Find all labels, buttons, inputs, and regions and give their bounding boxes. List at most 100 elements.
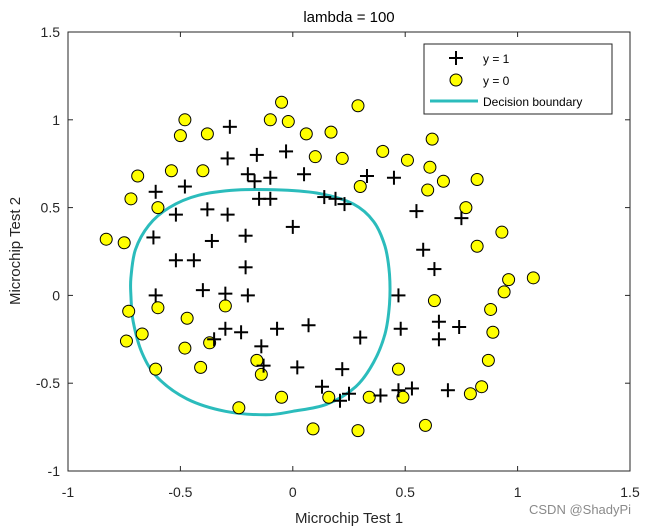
positive-point bbox=[238, 228, 253, 243]
negative-point bbox=[495, 225, 509, 239]
negative-point bbox=[436, 174, 450, 188]
positive-point bbox=[234, 325, 249, 340]
negative-point bbox=[335, 151, 349, 165]
negative-point bbox=[218, 299, 232, 313]
positive-point bbox=[247, 174, 262, 189]
negative-point bbox=[459, 201, 473, 215]
positive-point bbox=[359, 168, 374, 183]
positive-point bbox=[386, 170, 401, 185]
chart-title: lambda = 100 bbox=[303, 9, 394, 26]
negative-point bbox=[470, 239, 484, 253]
positive-point bbox=[353, 330, 368, 345]
x-tick-label: 0.5 bbox=[395, 484, 415, 500]
y-tick-label: -0.5 bbox=[36, 375, 60, 391]
positive-point bbox=[342, 386, 356, 401]
positive-point bbox=[409, 204, 424, 219]
positive-point bbox=[290, 360, 305, 375]
positive-point bbox=[220, 207, 235, 222]
positive-point bbox=[177, 179, 192, 194]
legend-label-negative: y = 0 bbox=[483, 74, 510, 88]
positive-point bbox=[238, 260, 253, 275]
positive-point bbox=[168, 207, 183, 222]
negative-point bbox=[351, 424, 365, 438]
negative-point bbox=[351, 99, 365, 113]
negative-point bbox=[308, 150, 322, 164]
positive-point bbox=[404, 381, 419, 396]
negative-point bbox=[194, 360, 208, 374]
negative-point bbox=[470, 173, 484, 187]
positive-point bbox=[249, 147, 264, 162]
negative-point bbox=[173, 129, 187, 143]
watermark: CSDN @ShadyPi bbox=[529, 502, 631, 517]
positive-point bbox=[168, 253, 183, 268]
positive-point bbox=[301, 318, 316, 333]
negative-point bbox=[423, 160, 437, 174]
legend: y = 1 y = 0 Decision boundary bbox=[423, 43, 613, 115]
negative-point bbox=[299, 127, 313, 141]
negative-point bbox=[119, 334, 133, 348]
x-axis-ticks: -1 -0.5 0 0.5 1 1.5 bbox=[62, 32, 640, 500]
y-tick-label: 1.5 bbox=[41, 24, 61, 40]
positive-point bbox=[186, 253, 201, 268]
y-tick-label: -1 bbox=[48, 463, 61, 479]
legend-plus-marker bbox=[449, 51, 463, 65]
negative-point bbox=[151, 201, 165, 215]
positive-point bbox=[254, 339, 269, 354]
x-axis-label: Microchip Test 1 bbox=[295, 510, 403, 527]
positive-point bbox=[204, 233, 219, 248]
negative-point bbox=[124, 192, 138, 206]
positive-point bbox=[333, 393, 348, 408]
positive-point bbox=[218, 286, 233, 301]
positive-point bbox=[263, 170, 278, 185]
x-tick-label: 1 bbox=[514, 484, 522, 500]
negative-point bbox=[180, 311, 194, 325]
negative-point bbox=[281, 115, 295, 129]
positive-point bbox=[452, 320, 467, 335]
positive-point bbox=[146, 230, 161, 245]
negative-point bbox=[275, 95, 289, 109]
negative-points-layer bbox=[99, 95, 540, 438]
legend-label-boundary: Decision boundary bbox=[483, 95, 582, 109]
negative-point bbox=[275, 390, 289, 404]
legend-circle-marker bbox=[449, 73, 463, 87]
positive-point bbox=[207, 332, 222, 347]
positive-point bbox=[222, 119, 237, 134]
positive-point bbox=[279, 144, 294, 159]
y-axis-label: Microchip Test 2 bbox=[7, 197, 24, 305]
negative-point bbox=[131, 169, 145, 183]
negative-point bbox=[164, 164, 178, 178]
negative-point bbox=[122, 304, 136, 318]
negative-point bbox=[117, 236, 131, 250]
negative-point bbox=[151, 301, 165, 315]
positive-point bbox=[270, 321, 285, 336]
y-tick-label: 0.5 bbox=[41, 200, 61, 216]
positive-point bbox=[337, 197, 352, 212]
decision-boundary-layer bbox=[129, 188, 392, 417]
positive-points-layer bbox=[146, 119, 469, 408]
negative-point bbox=[250, 353, 264, 367]
decision-boundary-line bbox=[129, 188, 392, 417]
negative-point bbox=[427, 294, 441, 308]
positive-point bbox=[440, 383, 455, 398]
negative-point bbox=[178, 341, 192, 355]
positive-point bbox=[263, 191, 278, 206]
positive-point bbox=[240, 288, 255, 303]
negative-point bbox=[526, 271, 540, 285]
negative-point bbox=[391, 362, 405, 376]
negative-point bbox=[362, 390, 376, 404]
positive-point bbox=[393, 321, 408, 336]
negative-point bbox=[486, 325, 500, 339]
negative-point bbox=[353, 180, 367, 194]
negative-point bbox=[306, 422, 320, 436]
negative-point bbox=[254, 367, 268, 381]
negative-point bbox=[481, 353, 495, 367]
negative-point bbox=[232, 401, 246, 415]
positive-point bbox=[285, 219, 300, 234]
positive-point bbox=[391, 288, 406, 303]
negative-point bbox=[376, 144, 390, 158]
y-axis-ticks: -1 -0.5 0 0.5 1 1.5 bbox=[36, 24, 630, 479]
positive-point bbox=[297, 167, 312, 182]
negative-point bbox=[149, 362, 163, 376]
negative-point bbox=[425, 132, 439, 146]
